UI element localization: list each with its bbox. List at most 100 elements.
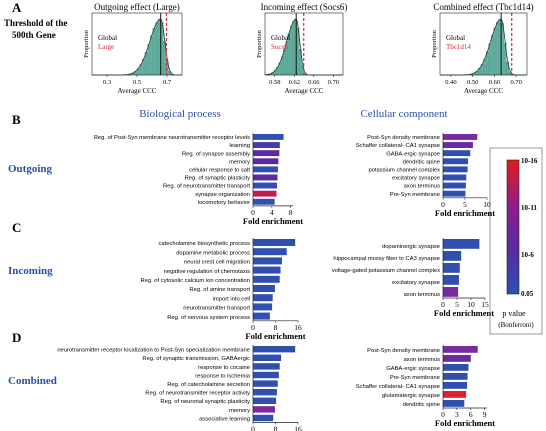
bar xyxy=(443,251,462,261)
bar-category-label: synapse organization xyxy=(195,192,250,198)
legend-tick-2: 10-11 xyxy=(521,204,537,212)
legend-colorbar xyxy=(506,159,520,295)
histogram-bar xyxy=(155,22,159,76)
legend-frame xyxy=(489,147,543,335)
bar xyxy=(443,355,471,362)
bar xyxy=(253,142,280,148)
bar-category-label: memory xyxy=(229,408,250,414)
bar-x-tick-label: 10 xyxy=(467,300,475,309)
histogram-title: Combined effect (Tbc1d14) xyxy=(433,2,533,12)
bar-category-label: Pre-Syn membrane xyxy=(390,375,440,381)
bar-category-label: import into cell xyxy=(213,296,250,302)
bar xyxy=(253,371,279,379)
bar xyxy=(253,363,280,370)
bar-x-tick-label: 0 xyxy=(441,200,445,209)
threshold-label-line2: 500th Gene xyxy=(12,30,56,40)
histogram-title: Incoming effect (Socs6) xyxy=(261,2,348,12)
bar-x-label: Fold enrichment xyxy=(435,208,495,218)
bar xyxy=(443,275,459,285)
histogram-y-label: Proportion xyxy=(431,29,438,58)
bar xyxy=(253,248,287,256)
bar-chart-combined-biological-process: neurotransmitter receptor localization t… xyxy=(57,345,302,431)
bar-category-label: neurotransmitter transport xyxy=(183,306,250,312)
histogram-bar xyxy=(150,35,153,76)
bar-category-label: Reg. of neurotransmitter transport xyxy=(163,184,250,190)
bar xyxy=(443,346,478,353)
bar-category-label: axon terminus xyxy=(404,292,441,298)
histogram-bar xyxy=(488,43,492,76)
bar-x-label: Fold enrichment xyxy=(243,216,303,226)
bar xyxy=(253,150,280,157)
bar xyxy=(253,198,275,205)
bar-category-label: cellular response to salt xyxy=(189,168,250,174)
histogram-bar xyxy=(147,44,151,76)
bar-x-tick-label: 5 xyxy=(463,200,467,209)
bar-x-tick-label: 3 xyxy=(455,410,459,419)
bar-chart-incoming-cellular-component: dopaminergic synapse hippocampal mossy fi… xyxy=(332,238,494,318)
bar-category-label: Reg. of cytosolic calcium ion concentrat… xyxy=(140,278,250,284)
bar xyxy=(253,397,277,404)
bar-category-label: memory xyxy=(229,159,250,165)
histogram-bar xyxy=(158,19,161,76)
bar-category-label: dendritic spine xyxy=(403,402,440,408)
bar-category-label: neural crest cell migration xyxy=(184,260,250,266)
bar-x-tick-label: 8 xyxy=(274,424,278,431)
histogram-x-tick-label: 0.60 xyxy=(489,79,500,86)
bar-category-label: Reg. of catecholamine secretion xyxy=(167,382,250,388)
histogram-bar xyxy=(496,22,499,76)
bar-chart-incoming-biological-process: catecholamine biosynthetic process dopami… xyxy=(140,238,306,341)
bar-category-label: Reg. of amine transport xyxy=(189,287,250,293)
bar-category-label: catecholamine biosynthetic process xyxy=(158,241,250,247)
bar xyxy=(253,346,296,353)
bar-category-label: associative learning xyxy=(199,416,250,422)
legend-tick-4: 0.05 xyxy=(521,290,534,298)
histogram-legend-gene: Socs6 xyxy=(271,43,288,51)
bar-chart-outgoing-biological-process: Reg. of Post-Syn membrane neurotransmitt… xyxy=(94,133,303,226)
panel-letter-a: A xyxy=(12,0,22,15)
bar-category-label: potassium channel complex xyxy=(368,168,440,174)
bar-x-tick-label: 6 xyxy=(469,410,473,419)
histogram-x-tick-label: 0.50 xyxy=(467,79,478,86)
histogram-x-tick-label: 0.62 xyxy=(289,79,300,86)
histogram-bar xyxy=(292,20,295,76)
bar-x-tick-label: 15 xyxy=(481,300,489,309)
legend-title: p value xyxy=(502,309,526,318)
histogram-frame xyxy=(264,12,344,76)
bar-category-label: axon terminus xyxy=(404,184,441,190)
histogram-x-tick-label: 0.70 xyxy=(510,79,521,86)
histogram-x-label: Average CCC xyxy=(464,87,503,95)
histogram-x-tick-label: 0.3 xyxy=(103,79,111,86)
histogram-bar xyxy=(501,23,504,76)
bar-category-label: hippocampal mossy fiber to CA3 synapse xyxy=(333,256,440,262)
bar-category-label: Reg. of nervous system process xyxy=(167,315,250,321)
histogram-x-tick-label: 0.7 xyxy=(163,79,172,86)
bar-category-label: glutamatergic synapse xyxy=(382,393,440,399)
bar-category-label: response to ischemia xyxy=(195,373,251,379)
bar-category-label: dopamine metabolic process xyxy=(176,250,250,256)
bar-x-tick-label: 9 xyxy=(483,410,487,419)
bar-x-tick-label: 16 xyxy=(294,424,302,431)
panel-letter-b: B xyxy=(12,112,21,127)
legend-subtitle: (Bonferroni) xyxy=(498,321,534,329)
bar xyxy=(253,414,274,422)
bar-category-label: excitatory synapse xyxy=(392,280,440,286)
bar-category-label: dopaminergic synapse xyxy=(382,244,440,250)
bar xyxy=(443,166,468,173)
bar-x-tick-label: 0 xyxy=(251,323,255,332)
histogram-bar xyxy=(493,27,497,76)
column-title-biological-process: Biological process xyxy=(139,108,221,120)
bar xyxy=(253,380,278,387)
bar-category-label: GABA-ergic synapse xyxy=(386,366,440,372)
bar xyxy=(253,190,277,197)
histogram-x-tick-label: 0.5 xyxy=(133,79,141,86)
bar-x-tick-label: 8 xyxy=(289,208,293,217)
bar xyxy=(253,239,296,246)
bar-category-label: Schaffer collateral- CA1 synapse xyxy=(356,384,440,390)
bar xyxy=(443,391,467,398)
legend-tick-1: 10-16 xyxy=(521,157,538,165)
bar xyxy=(443,150,471,157)
bar-category-label: dendritic spine xyxy=(403,159,440,165)
bar xyxy=(253,257,282,265)
bar-x-tick-label: 0 xyxy=(251,208,255,217)
